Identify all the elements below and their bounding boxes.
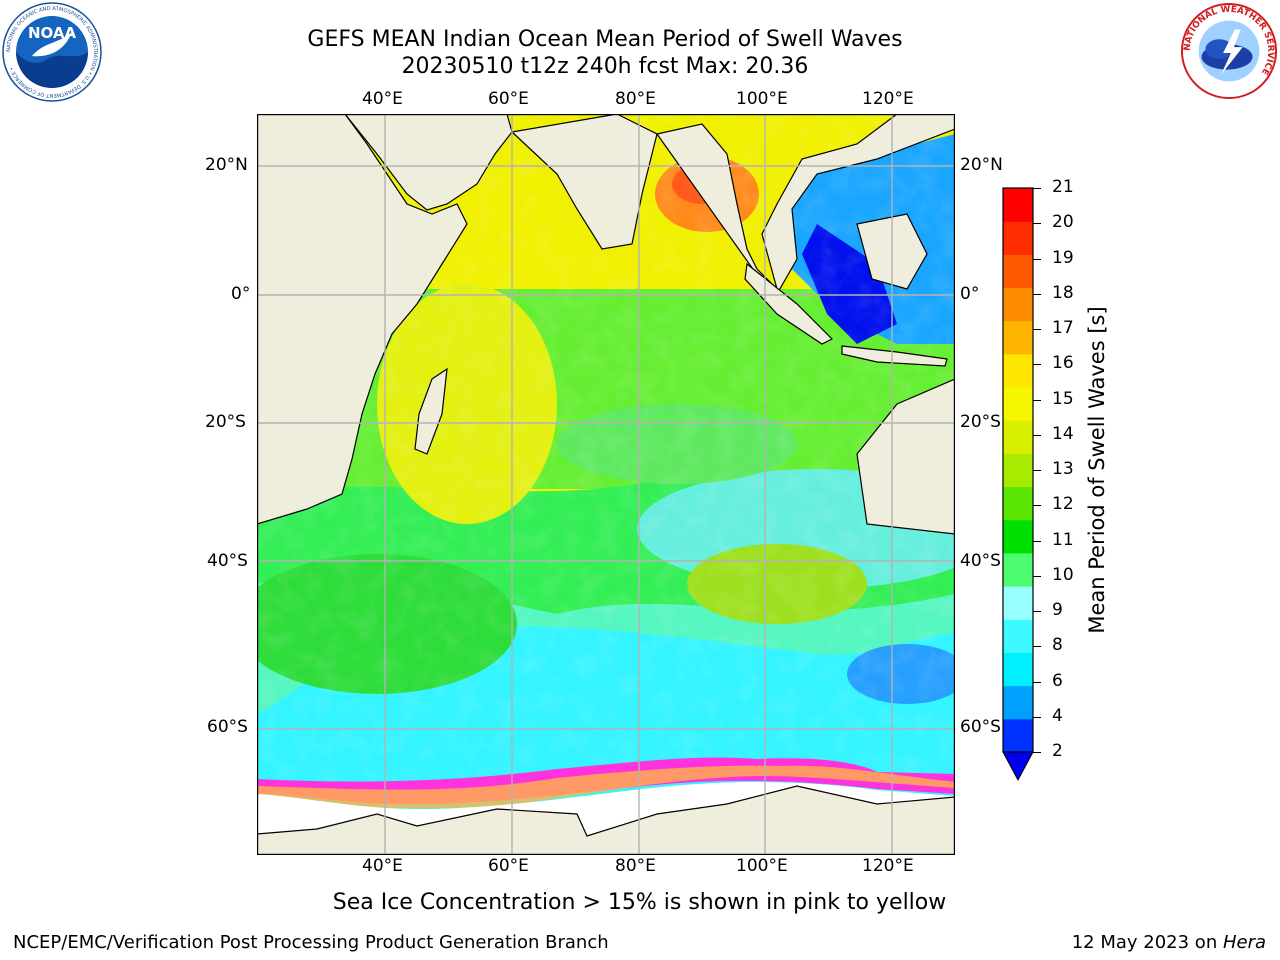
colorbar-block: [1003, 552, 1033, 587]
noaa-logo: NOAA NATIONAL OCEANIC AND ATMOSPHERIC AD…: [2, 2, 102, 102]
africa-land: [257, 114, 468, 525]
colorbar-under-arrow: [1002, 751, 1034, 782]
colorbar-tick-label: 16: [1052, 353, 1074, 374]
lat-tick-right-20s: 20°S: [960, 412, 1001, 432]
colorbar-tick-mark: [1033, 223, 1041, 225]
lon-tick-top-80e: 80°E: [615, 89, 656, 109]
footer-credit: NCEP/EMC/Verification Post Processing Pr…: [13, 932, 609, 953]
australia-land: [856, 378, 955, 535]
java-land: [841, 345, 948, 367]
colorbar-block: [1003, 420, 1033, 454]
map-frame: [257, 114, 955, 855]
colorbar-tick-label: 2: [1052, 741, 1063, 761]
colorbar-tick-mark: [1033, 293, 1041, 295]
colorbar-block: [1003, 519, 1033, 554]
colorbar-tick-label: 11: [1052, 529, 1074, 550]
lat-tick-right-60s: 60°S: [960, 717, 1001, 737]
southeast-asia-land: [655, 114, 955, 295]
map-panel: [257, 114, 955, 855]
colorbar-block: [1003, 586, 1033, 620]
colorbar-tick-label: 19: [1052, 247, 1074, 268]
colorbar-block: [1003, 221, 1033, 255]
colorbar-tick-label: 17: [1052, 318, 1074, 338]
colorbar-tick-mark: [1033, 575, 1041, 577]
lon-tick-bottom-40e: 40°E: [362, 856, 403, 876]
colorbar-block: [1003, 652, 1033, 687]
colorbar-tick-label: 8: [1052, 635, 1063, 656]
colorbar-tick-label: 13: [1052, 459, 1074, 479]
madagascar-land: [414, 367, 448, 455]
lat-tick-right-40s: 40°S: [960, 551, 1001, 571]
india-land: [510, 114, 658, 250]
antarctica-land: [257, 785, 955, 855]
lon-tick-top-120e: 120°E: [862, 89, 914, 109]
colorbar-tick-label: 4: [1052, 705, 1063, 726]
lat-tick-left-20s: 20°S: [205, 412, 246, 432]
sea-ice-rim-yellow: [257, 765, 955, 809]
colorbar-tick-label: 6: [1052, 670, 1063, 691]
colorbar-tick-label: 20: [1052, 212, 1074, 233]
colorbar-title: Mean Period of Swell Waves [s]: [1085, 306, 1109, 634]
colorbar-tick-mark: [1033, 470, 1041, 471]
colorbar-tick-mark: [1033, 505, 1041, 507]
colorbar-tick-label: 15: [1052, 388, 1074, 409]
lat-tick-left-40s: 40°S: [207, 551, 248, 571]
colorbar-tick-mark: [1033, 540, 1041, 542]
colorbar-tick-label: 9: [1052, 600, 1063, 620]
colorbar-block: [1003, 486, 1033, 521]
lon-tick-top-100e: 100°E: [736, 89, 788, 109]
lon-tick-bottom-120e: 120°E: [862, 856, 914, 876]
colorbar-block: [1003, 387, 1033, 421]
lat-tick-right-0: 0°: [960, 284, 980, 304]
colorbar-block: [1003, 353, 1033, 388]
lat-tick-left-60s: 60°S: [207, 717, 248, 737]
colorbar-blocks: [1003, 188, 1033, 753]
colorbar-block: [1003, 718, 1033, 753]
chart-subtitle: 20230510 t12z 240h fcst Max: 20.36: [401, 54, 809, 79]
lon-tick-bottom-60e: 60°E: [488, 856, 529, 876]
colorbar-tick-mark: [1033, 399, 1041, 401]
colorbar-tick-mark: [1033, 364, 1041, 366]
lon-tick-top-60e: 60°E: [488, 89, 529, 109]
colorbar-block: [1003, 619, 1033, 653]
lon-tick-top-40e: 40°E: [362, 89, 403, 109]
colorbar-block: [1003, 287, 1033, 322]
colorbar-tick-mark: [1033, 434, 1041, 436]
sumatra-land: [744, 262, 834, 345]
colorbar-block: [1003, 685, 1033, 720]
colorbar-tick-label: 21: [1052, 177, 1074, 197]
footer-machine: Hera: [1222, 932, 1266, 953]
lat-tick-right-20n: 20°N: [960, 155, 1003, 175]
lat-tick-left-20n: 20°N: [205, 155, 248, 175]
noaa-logo-text: NOAA: [28, 24, 77, 42]
lon-tick-bottom-100e: 100°E: [736, 856, 788, 876]
footer-date-text: 12 May 2023 on: [1071, 932, 1223, 953]
colorbar-tick-mark: [1033, 752, 1041, 753]
lat-tick-left-0: 0°: [231, 284, 251, 304]
colorbar-block: [1003, 188, 1033, 222]
colorbar-tick-mark: [1033, 258, 1041, 260]
lon-tick-bottom-80e: 80°E: [615, 856, 656, 876]
graticule: [257, 114, 955, 855]
colorbar-block: [1003, 254, 1033, 289]
colorbar-block: [1003, 453, 1033, 488]
colorbar: [1002, 187, 1034, 782]
colorbar-tick-label: 10: [1052, 564, 1074, 585]
footer-date: 12 May 2023 on Hera: [1072, 932, 1266, 953]
colorbar-block: [1003, 320, 1033, 355]
colorbar-tick-mark: [1033, 611, 1041, 612]
colorbar-tick-mark: [1033, 646, 1041, 648]
colorbar-tick-label: 18: [1052, 282, 1074, 303]
colorbar-tick-mark: [1033, 681, 1041, 683]
nws-logo: NATIONAL WEATHER SERVICE: [1180, 2, 1278, 100]
chart-title: GEFS MEAN Indian Ocean Mean Period of Sw…: [307, 27, 903, 52]
arabia-land: [344, 114, 513, 211]
colorbar-tick-mark: [1033, 329, 1041, 330]
colorbar-tick-mark: [1033, 188, 1041, 189]
sea-ice-note: Sea Ice Concentration > 15% is shown in …: [332, 890, 947, 915]
colorbar-tick-mark: [1033, 716, 1041, 718]
colorbar-tick-label: 12: [1052, 494, 1074, 515]
colorbar-tick-label: 14: [1052, 423, 1074, 444]
